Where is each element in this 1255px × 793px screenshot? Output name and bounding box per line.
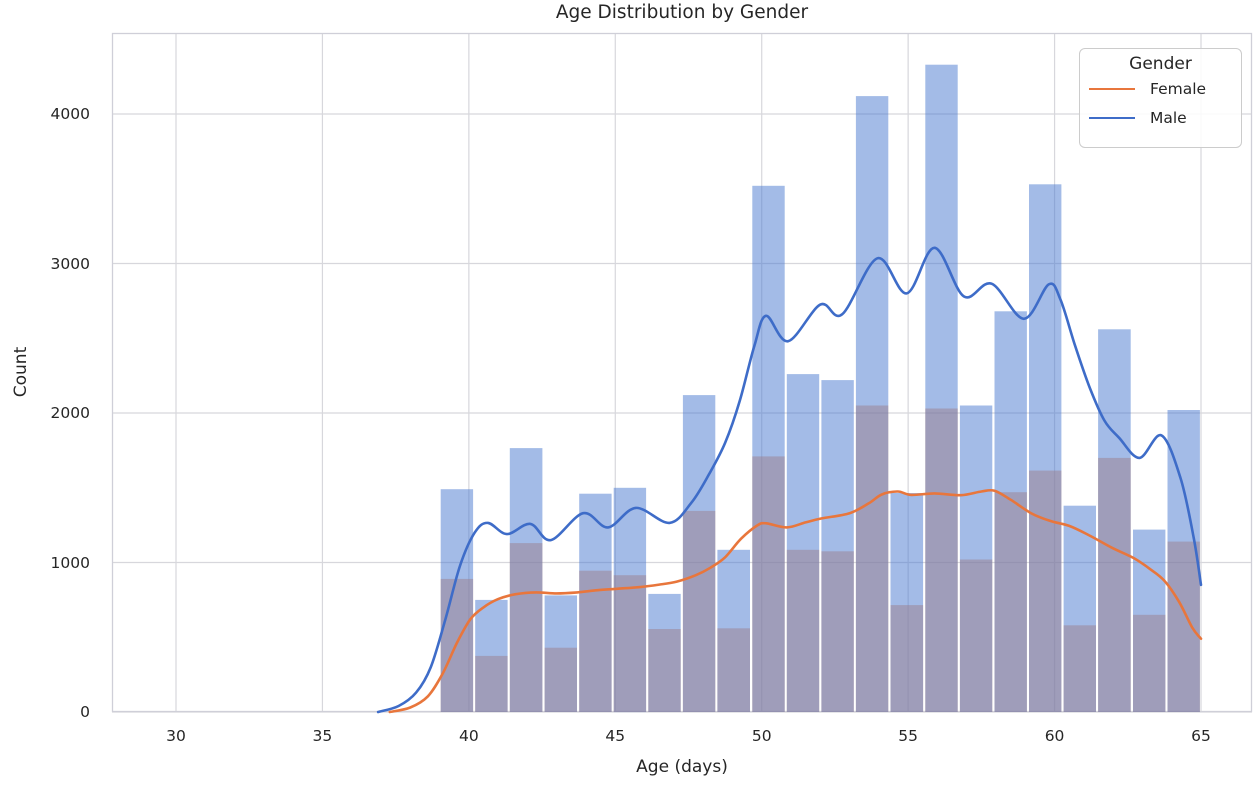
legend-label-male: Male xyxy=(1150,108,1187,127)
y-tick-label: 1000 xyxy=(50,553,90,572)
y-tick-label: 3000 xyxy=(50,254,90,273)
bar-male xyxy=(717,549,750,712)
y-tick-label: 2000 xyxy=(50,404,90,422)
bar-male xyxy=(994,311,1027,712)
bar-male xyxy=(1098,329,1131,712)
x-tick-label: 45 xyxy=(605,727,626,745)
bar-male xyxy=(855,96,889,713)
bar-male xyxy=(786,374,820,712)
x-tick-label: 60 xyxy=(1044,727,1065,745)
x-tick-label: 50 xyxy=(751,727,772,745)
bar-male xyxy=(959,405,993,712)
x-tick-label: 40 xyxy=(458,727,479,745)
male-line-swatch xyxy=(1089,116,1135,119)
plot-border xyxy=(111,32,1253,713)
bar-male xyxy=(509,448,543,712)
bar-male xyxy=(1029,184,1062,713)
bar-male xyxy=(648,593,681,712)
bar-male xyxy=(752,185,785,713)
x-tick-label: 30 xyxy=(166,727,186,745)
bar-male xyxy=(1167,410,1200,712)
bar-male xyxy=(440,489,474,712)
female-line-swatch xyxy=(1089,87,1135,90)
x-tick-label: 35 xyxy=(312,727,333,745)
kde-line-male xyxy=(376,246,1203,714)
legend-entry-female: Female xyxy=(1080,74,1241,103)
bar-male xyxy=(1133,529,1166,712)
x-axis-label: Age (days) xyxy=(636,757,728,777)
y-tick-label: 0 xyxy=(80,703,90,721)
x-tick-label: 65 xyxy=(1191,727,1211,745)
bar-male xyxy=(890,493,924,712)
y-axis-label: Count xyxy=(11,346,31,398)
legend-entry-male: Male xyxy=(1080,103,1241,132)
legend: Gender Female Male xyxy=(1079,48,1242,148)
bar-male xyxy=(925,64,958,712)
y-tick-label: 4000 xyxy=(50,105,90,123)
bar-male xyxy=(821,380,854,712)
bar-male xyxy=(544,595,577,712)
bar-male xyxy=(579,493,612,712)
bar-male xyxy=(682,395,716,712)
legend-label-female: Female xyxy=(1150,79,1207,98)
x-tick-label: 55 xyxy=(898,727,918,745)
chart-title: Age Distribution by Gender xyxy=(555,2,809,23)
y-axis-tick-labels: 0 1000 2000 3000 4000 xyxy=(0,0,100,793)
bar-male xyxy=(613,487,647,713)
bar-male xyxy=(1063,505,1096,712)
legend-title: Gender xyxy=(1129,54,1192,74)
kde-line-female xyxy=(388,488,1203,714)
bar-male xyxy=(475,599,508,712)
